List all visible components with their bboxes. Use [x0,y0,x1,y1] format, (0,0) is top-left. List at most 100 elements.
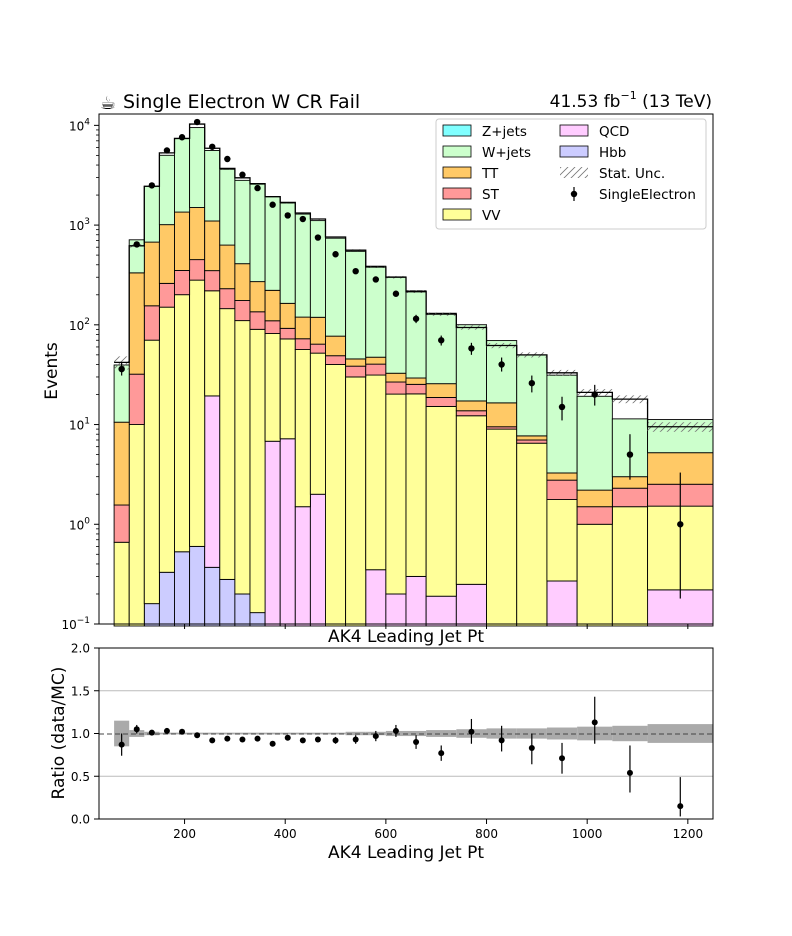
main-ytick-exp-2: 1 [84,417,90,427]
bar-st-12 [294,338,311,350]
ratio-ytick-label-4: 2.0 [71,642,90,656]
bar-w-jets-12 [294,213,311,318]
main-ytick-label-5: 104 [69,117,90,133]
data-point-26 [677,521,684,528]
legend-swatch-hbb [559,145,589,158]
ratio-ytick-label-2: 1.0 [71,727,90,741]
main-ytick-base-0: 10 [61,618,76,632]
bar-vv-25 [611,506,649,627]
data-point-19 [438,337,445,344]
data-point-25 [626,451,634,458]
bar-vv-2 [143,339,160,605]
bar-tt-23 [546,472,578,481]
ratio-ytick-label-0: 0.0 [71,813,90,827]
ratio-band-bin-18 [406,730,427,737]
bar-st-25 [611,487,649,508]
bar-st-8 [234,300,251,322]
ratio-band-bin-11 [280,732,296,735]
main-ytick-base-3: 10 [69,319,84,333]
bar-vv-15 [345,376,367,627]
main-ytick-base-1: 10 [69,518,84,532]
ratio-band-bin-14 [325,732,346,735]
ratio-ytick-label-1: 0.5 [71,770,90,784]
bar-st-1 [128,373,145,425]
bar-qcd-23 [546,580,578,627]
bar-w-jets-22 [516,354,548,437]
ratio-point-2 [148,729,155,736]
bar-w-jets-20 [455,324,487,402]
bar-st-11 [279,327,296,340]
data-point-7 [224,155,231,163]
data-point-3 [163,147,171,154]
bar-qcd-13 [309,493,326,627]
bar-tt-17 [385,372,407,383]
legend-label-stat-unc-: Stat. Unc. [599,166,665,182]
ratio-band-bin-8 [234,732,250,735]
bar-tt-9 [249,281,266,313]
ratio-point-14 [332,737,339,744]
ratio-band-bin-25 [612,725,648,742]
mc-total-outline [114,123,713,428]
main-ytick-exp-1: 0 [84,516,90,526]
ratio-y-axis-label: Ratio (data/MC) [49,667,69,800]
bar-tt-2 [143,241,160,307]
bar-w-jets-3 [158,154,175,226]
ratio-point-12 [299,737,306,744]
main-ytick-exp-5: 4 [84,117,90,127]
data-point-5 [193,118,201,126]
ratio-point-26 [677,803,684,810]
legend-label-z-jets: Z+jets [482,124,527,140]
energy-label: (13 TeV) [637,92,712,112]
ratio-point-16 [372,733,379,740]
bar-tt-7 [219,244,236,290]
data-point-17 [392,290,400,297]
ratio-point-3 [163,727,170,734]
main-y-axis-label: Events [42,342,62,400]
bar-qcd-17 [385,593,407,627]
ratio-point-17 [392,727,399,734]
bar-w-jets-10 [264,196,281,291]
bar-vv-5 [189,279,206,547]
main-x-axis-label: AK4 Leading Jet Pt [328,627,484,647]
main-ytick-label-4: 103 [69,217,90,233]
luminosity-value: 41.53 fb [550,92,621,112]
ratio-point-0 [118,741,125,748]
data-point-18 [412,315,420,322]
coffee-cup-icon: ☕ [100,93,116,114]
data-point-15 [352,267,359,275]
ratio-band-bin-23 [546,727,578,740]
ratio-xtick-label-1: 400 [274,827,297,841]
legend-label-w-jets: W+jets [482,145,531,161]
bar-tt-21 [486,402,518,428]
bar-w-jets-18 [405,290,427,379]
luminosity-label: 41.53 fb−1 (13 TeV) [550,89,712,112]
ratio-band-bin-26 [647,724,713,743]
bar-qcd-19 [425,595,457,627]
ratio-point-15 [352,736,359,743]
data-point-23 [558,403,566,411]
bar-tt-4 [174,211,191,271]
bar-w-jets-23 [546,374,578,474]
bar-hbb-3 [158,571,175,627]
bar-vv-24 [576,523,613,627]
bar-qcd-16 [365,569,387,627]
bar-qcd-11 [279,438,296,627]
data-point-9 [254,184,261,192]
ratio-point-25 [626,769,633,776]
bar-tt-12 [294,316,311,340]
ratio-xtick-label-3: 800 [475,827,498,841]
ratio-point-5 [194,732,201,739]
bar-vv-23 [546,499,578,582]
bar-vv-19 [425,405,457,597]
bar-hbb-5 [189,545,206,627]
bar-vv-7 [219,308,236,580]
legend-label-tt: TT [481,166,499,182]
bar-w-jets-2 [143,185,160,243]
bar-w-jets-5 [189,127,206,208]
ratio-xtick-label-0: 200 [173,827,196,841]
ratio-point-7 [224,735,231,742]
data-point-24 [591,391,598,398]
main-ytick-base-5: 10 [69,119,84,133]
ratio-band-bin-12 [295,732,311,735]
